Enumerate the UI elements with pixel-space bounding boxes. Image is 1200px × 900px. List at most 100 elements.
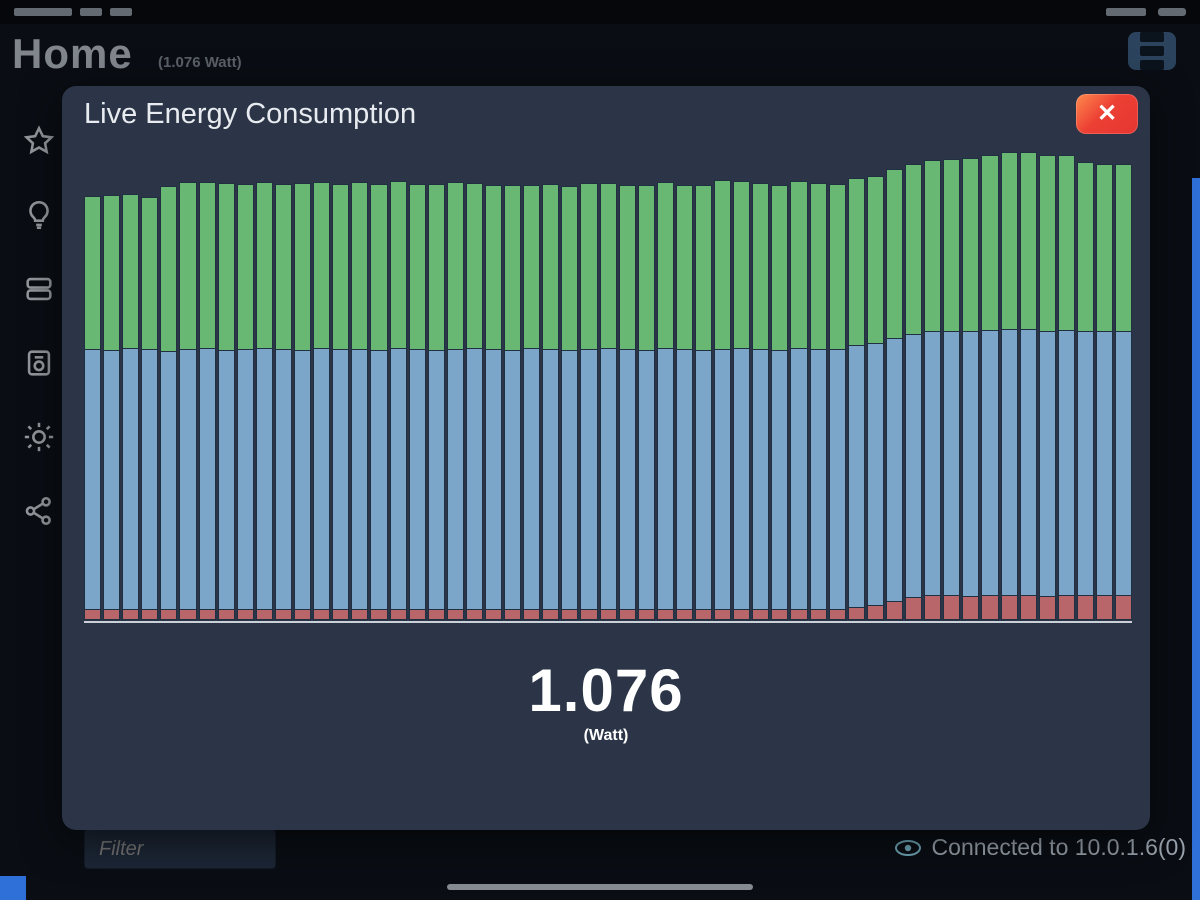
- lightbulb-icon[interactable]: [22, 198, 58, 234]
- chart-segment-green: [542, 184, 560, 350]
- chart-segment-blue: [847, 346, 865, 608]
- chart-segment-green: [255, 182, 273, 349]
- corner-accent: [0, 876, 26, 900]
- chart-segment-red: [332, 610, 350, 620]
- chart-segment-blue: [198, 349, 216, 610]
- chart-segment-green: [675, 185, 693, 350]
- chart-segment-green: [637, 185, 655, 351]
- chart-bar: [484, 185, 503, 620]
- modal-title: Live Energy Consumption: [84, 98, 417, 130]
- chart-segment-blue: [446, 350, 464, 610]
- chart-segment-blue: [274, 350, 293, 610]
- live-energy-modal: Live Energy Consumption ✕ 1.076 (Watt): [62, 86, 1150, 830]
- chart-segment-red: [370, 610, 388, 620]
- chart-segment-green: [599, 183, 617, 349]
- header: Home (1.076 Watt): [0, 24, 1200, 86]
- chart-segment-blue: [523, 349, 541, 610]
- close-button[interactable]: ✕: [1076, 94, 1138, 134]
- chart-segment-blue: [675, 350, 693, 610]
- chart-segment-green: [885, 169, 904, 339]
- close-icon: ✕: [1096, 100, 1118, 127]
- connection-text: Connected to 10.0.1.6(0): [931, 834, 1186, 860]
- chart-segment-blue: [236, 350, 254, 610]
- chart-segment-blue: [370, 351, 388, 610]
- chart-segment-green: [962, 158, 980, 332]
- chart-segment-green: [446, 182, 464, 350]
- chart-bar: [1038, 155, 1056, 620]
- device-box-icon[interactable]: [22, 346, 58, 382]
- chart-segment-blue: [943, 332, 961, 596]
- chart-segment-blue: [962, 332, 980, 597]
- chart-segment-green: [1076, 162, 1094, 332]
- chart-segment-blue: [103, 351, 121, 610]
- chart-segment-blue: [1019, 330, 1037, 596]
- chart-segment-red: [828, 610, 846, 620]
- chart-bar: [1076, 162, 1094, 620]
- right-accent-bar: [1192, 178, 1200, 900]
- chart-segment-blue: [1095, 332, 1114, 596]
- chart-bar: [905, 164, 923, 620]
- chart-bar: [1095, 164, 1114, 620]
- current-reading: 1.076 (Watt): [62, 656, 1150, 745]
- chart-segment-red: [771, 610, 789, 620]
- chart-segment-red: [84, 610, 102, 620]
- chart-segment-blue: [695, 351, 713, 610]
- chart-segment-blue: [1057, 331, 1075, 596]
- chart-segment-blue: [561, 351, 579, 610]
- connection-status: Connected to 10.0.1.6(0): [894, 834, 1186, 861]
- trays-icon[interactable]: [22, 272, 58, 308]
- chart-segment-red: [274, 610, 293, 620]
- chart-segment-red: [351, 610, 369, 620]
- chart-segment-red: [1115, 596, 1133, 620]
- chart-segment-green: [274, 184, 293, 350]
- home-indicator[interactable]: [447, 884, 753, 890]
- battery-icon: [1158, 8, 1186, 16]
- chart-segment-green: [561, 186, 579, 351]
- chart-segment-red: [695, 610, 713, 620]
- chart-bar: [599, 183, 617, 620]
- chart-bar: [809, 183, 827, 620]
- status-carrier-blur: [80, 8, 102, 16]
- chart-bar: [236, 184, 254, 620]
- chart-segment-red: [1057, 596, 1075, 620]
- chart-bar: [294, 183, 312, 620]
- chart-segment-blue: [408, 350, 426, 610]
- chart-bar: [637, 185, 655, 620]
- chart-segment-blue: [828, 350, 846, 610]
- filter-input[interactable]: [85, 830, 275, 868]
- chart-segment-blue: [84, 350, 102, 610]
- chart-segment-green: [981, 155, 999, 331]
- chart-segment-red: [255, 610, 273, 620]
- chart-bar: [885, 169, 904, 620]
- chart-segment-red: [675, 610, 693, 620]
- chart-bar: [561, 186, 579, 620]
- chart-segment-blue: [866, 344, 884, 606]
- chart-segment-green: [84, 196, 102, 350]
- chart-segment-green: [122, 194, 140, 349]
- sidebar: [0, 86, 62, 846]
- chart-bar: [618, 185, 636, 620]
- chart-bar: [981, 155, 999, 620]
- chart-segment-blue: [1038, 332, 1056, 597]
- status-network-blur: [110, 8, 132, 16]
- chart-segment-green: [714, 180, 732, 350]
- star-icon[interactable]: [22, 124, 58, 160]
- chart-segment-red: [981, 596, 999, 620]
- menu-button[interactable]: [1128, 32, 1176, 70]
- sun-icon[interactable]: [22, 420, 58, 456]
- chart-segment-green: [465, 183, 483, 349]
- chart-bar: [103, 195, 121, 620]
- chart-segment-green: [1057, 155, 1075, 331]
- chart-bar: [675, 185, 693, 620]
- chart-segment-red: [198, 610, 216, 620]
- chart-bar: [1019, 152, 1037, 620]
- chart-bar: [847, 178, 865, 620]
- share-icon[interactable]: [22, 494, 58, 530]
- chart-segment-red: [1076, 596, 1094, 620]
- energy-stacked-bar-chart: [84, 150, 1133, 620]
- chart-segment-red: [905, 598, 923, 620]
- chart-segment-blue: [332, 350, 350, 610]
- chart-segment-green: [389, 181, 407, 349]
- chart-segment-blue: [1076, 332, 1094, 596]
